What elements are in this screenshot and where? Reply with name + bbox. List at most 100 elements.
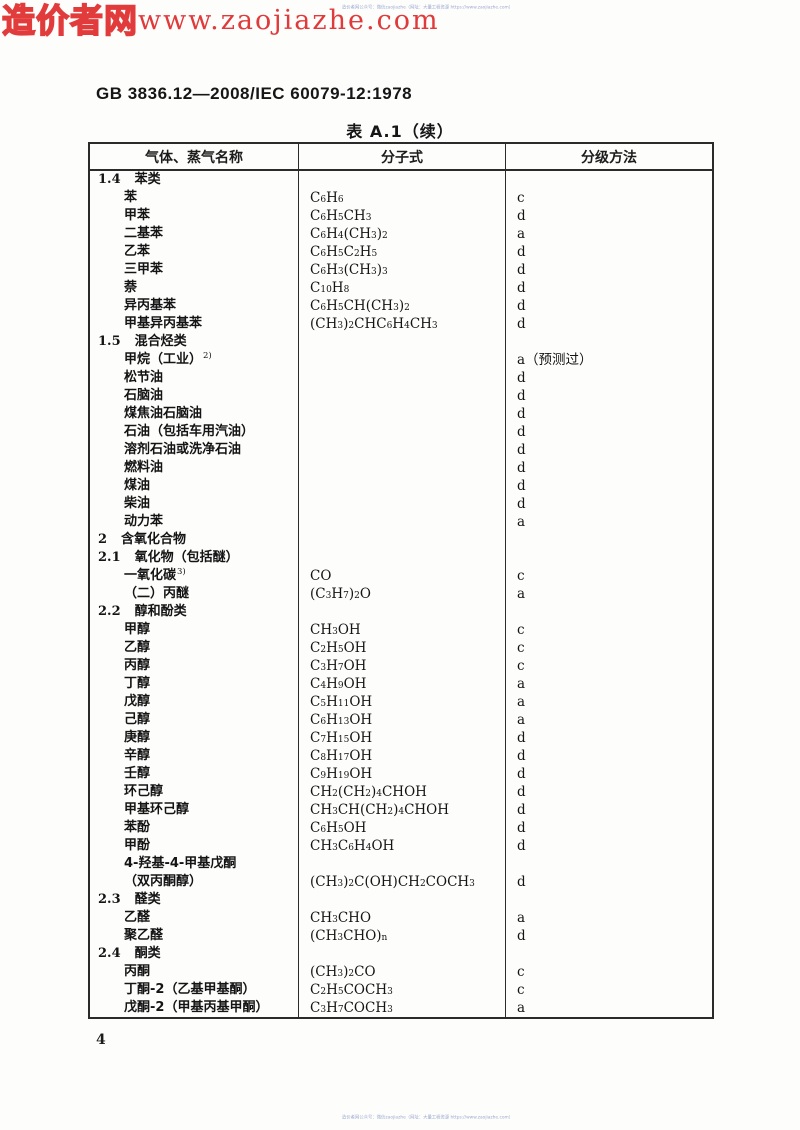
formula-cell: C 6 H 5 CH 3 <box>298 207 505 225</box>
gas-name-cell: 松节油 <box>90 369 298 387</box>
table-row: 甲基异丙基苯 (CH 3) 2 CHC 6 H 4 CH 3 d <box>90 315 712 333</box>
section-number: 2.1 <box>98 550 121 565</box>
table-row: 2.4 酮类 <box>90 945 712 963</box>
gas-name-cell: 动力苯 <box>90 513 298 531</box>
gas-name-cell: 2.2 醇和酚类 <box>90 603 298 621</box>
grade-cell: d <box>505 783 712 801</box>
gas-name-cell: 1.5 混合烃类 <box>90 333 298 351</box>
formula-cell: (C 3 H 7) 2 O <box>298 585 505 603</box>
gas-name-cell: 萘 <box>90 279 298 297</box>
gas-name-text: （二）丙醚 <box>124 586 190 601</box>
watermark-url-text: www.zaojiazhe.com <box>138 5 440 36</box>
grade-cell <box>505 891 712 909</box>
gas-name-cell: 辛醇 <box>90 747 298 765</box>
formula-cell <box>298 513 505 531</box>
grade-cell <box>505 549 712 567</box>
gas-name-cell: （双丙酮醇） <box>90 873 298 891</box>
formula-cell: C 6 H 13 OH <box>298 711 505 729</box>
gas-name-cell: 壬醇 <box>90 765 298 783</box>
table-row: 丁醇 C 4 H 9 OH a <box>90 675 712 693</box>
site-watermark: 造价者网www.zaojiazhe.com <box>1 3 440 38</box>
table-row: 4-羟基-4-甲基戊酮 <box>90 855 712 873</box>
formula-cell: C 3 H 7 OH <box>298 657 505 675</box>
formula-cell: C 3 H 7 COCH 3 <box>298 999 505 1017</box>
gas-name-text: 乙醛 <box>124 910 151 925</box>
gas-name-cell: 2.1 氧化物（包括醚） <box>90 549 298 567</box>
grade-cell <box>505 945 712 963</box>
gas-name-cell: 石脑油 <box>90 387 298 405</box>
formula-cell <box>298 855 505 873</box>
grade-cell: a <box>505 513 712 531</box>
table-row: 溶剂石油或洗净石油 d <box>90 441 712 459</box>
grade-cell: c <box>505 657 712 675</box>
table-row: 2.3 醛类 <box>90 891 712 909</box>
grade-cell: d <box>505 927 712 945</box>
gas-name-text: 含氧化合物 <box>121 532 187 547</box>
grade-cell: d <box>505 369 712 387</box>
formula-cell: C 5 H 11 OH <box>298 693 505 711</box>
gas-name-text: 乙苯 <box>124 244 151 259</box>
grade-cell: d <box>505 765 712 783</box>
formula-cell <box>298 891 505 909</box>
gas-name-text: 丙酮 <box>124 964 151 979</box>
gas-name-cell: 丁酮-2（乙基甲基酮） <box>90 981 298 999</box>
gas-name-text: 煤焦油石脑油 <box>124 406 203 421</box>
grade-cell: d <box>505 801 712 819</box>
gas-name-cell: 溶剂石油或洗净石油 <box>90 441 298 459</box>
table-row: 环己醇 CH 2 (CH 2) 4 CHOH d <box>90 783 712 801</box>
gas-name-text: 甲基异丙基苯 <box>124 316 203 331</box>
gas-name-text: 甲酚 <box>124 838 151 853</box>
fineprint-top: 造价者网公众号：微信zaojiazhe（网址：大量工程资源 https://ww… <box>342 4 514 10</box>
section-number: 2.2 <box>98 604 121 619</box>
gas-name-cell: 甲苯 <box>90 207 298 225</box>
grade-cell: d <box>505 459 712 477</box>
formula-cell <box>298 459 505 477</box>
table-row: 萘 C 10 H 8 d <box>90 279 712 297</box>
gas-name-cell: 甲醇 <box>90 621 298 639</box>
table-row: 甲苯 C 6 H 5 CH 3 d <box>90 207 712 225</box>
gas-name-text: （双丙酮醇） <box>124 874 203 889</box>
fineprint-bottom: 造价者网公众号：微信zaojiazhe（网址：大量工程资源 https://ww… <box>342 1114 514 1120</box>
formula-cell <box>298 477 505 495</box>
formula-cell: CH 3 CH(CH 2) 4 CHOH <box>298 801 505 819</box>
formula-cell <box>298 351 505 369</box>
gas-name-cell: 2.3 醛类 <box>90 891 298 909</box>
formula-cell: C 8 H 17 OH <box>298 747 505 765</box>
gas-name-text: 石脑油 <box>124 388 164 403</box>
table-row: 三甲苯 C 6 H 3 (CH 3) 3 d <box>90 261 712 279</box>
formula-cell <box>298 531 505 549</box>
section-number: 1.5 <box>98 334 121 349</box>
formula-cell: C 6 H 4 (CH 3) 2 <box>298 225 505 243</box>
gas-name-text: 煤油 <box>124 478 151 493</box>
formula-cell <box>298 369 505 387</box>
table-row: 苯酚 C 6 H 5 OH d <box>90 819 712 837</box>
gas-name-text: 二基苯 <box>124 226 164 241</box>
gas-name-cell: 二基苯 <box>90 225 298 243</box>
formula-cell: C 2 H 5 OH <box>298 639 505 657</box>
formula-cell <box>298 405 505 423</box>
gas-name-text: 混合烃类 <box>134 334 187 349</box>
grade-cell: d <box>505 495 712 513</box>
section-number: 1.4 <box>98 172 121 187</box>
gas-name-text: 燃料油 <box>124 460 164 475</box>
formula-cell: C 7 H 15 OH <box>298 729 505 747</box>
page-number: 4 <box>96 1032 106 1048</box>
gas-name-text: 4-羟基-4-甲基戊酮 <box>124 856 237 871</box>
formula-cell <box>298 441 505 459</box>
grade-cell <box>505 171 712 189</box>
gas-name-text: 动力苯 <box>124 514 164 529</box>
gas-name-cell: 2.4 酮类 <box>90 945 298 963</box>
formula-cell <box>298 171 505 189</box>
gas-name-text: 萘 <box>124 280 138 295</box>
table-row: 戊酮-2（甲基丙基甲酮） C 3 H 7 COCH 3 a <box>90 999 712 1017</box>
gas-name-text: 甲基环己醇 <box>124 802 190 817</box>
formula-cell: C 10 H 8 <box>298 279 505 297</box>
table-row: 柴油 d <box>90 495 712 513</box>
formula-cell: C 6 H 3 (CH 3) 3 <box>298 261 505 279</box>
gas-name-text: 氧化物（包括醚） <box>134 550 239 565</box>
table-row: 2.1 氧化物（包括醚） <box>90 549 712 567</box>
gas-name-text: 乙醇 <box>124 640 151 655</box>
gas-name-text: 甲烷（工业） <box>124 352 203 367</box>
table-row: 异丙基苯 C 6 H 5 CH(CH 3) 2 d <box>90 297 712 315</box>
